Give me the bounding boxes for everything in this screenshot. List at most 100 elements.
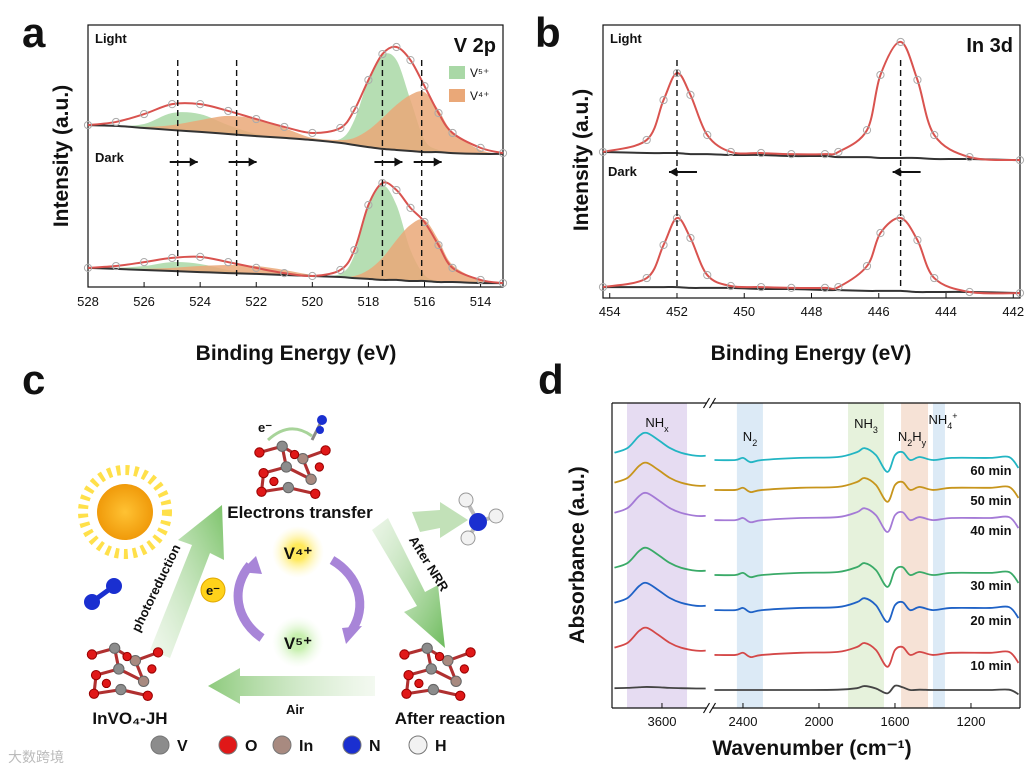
data-point xyxy=(420,81,429,91)
band-label-part: NH xyxy=(928,412,947,427)
fit-line xyxy=(602,216,1021,295)
data-point xyxy=(168,253,177,263)
series-label: 40 min xyxy=(970,523,1011,538)
panel-letter: c xyxy=(22,356,45,403)
data-point xyxy=(364,75,373,85)
data-point xyxy=(862,261,872,271)
x-tick-label: 528 xyxy=(77,294,99,309)
band xyxy=(627,403,688,708)
x-axis-label: Binding Energy (eV) xyxy=(711,342,912,365)
data-point xyxy=(434,108,443,118)
data-point xyxy=(726,147,735,157)
x-tick-label: 2400 xyxy=(729,714,758,729)
node-label: Electrons transfer xyxy=(227,503,373,522)
series-line xyxy=(614,491,706,517)
data-point xyxy=(659,240,668,250)
panel-letter: d xyxy=(538,356,564,403)
x-tick-label: 454 xyxy=(599,304,621,319)
data-point xyxy=(672,68,682,78)
axis-break xyxy=(702,702,711,714)
node-label: InVO₄-JH xyxy=(92,709,167,728)
data-point xyxy=(350,245,359,255)
data-point xyxy=(448,128,457,138)
series-line xyxy=(714,562,1020,588)
data-point xyxy=(686,233,695,243)
component-area xyxy=(88,91,503,154)
data-point xyxy=(965,153,974,162)
edge-arrow xyxy=(150,505,224,658)
shift-arrowhead xyxy=(892,167,901,177)
legend-swatch xyxy=(408,735,428,755)
x-tick-label: 452 xyxy=(666,304,688,319)
legend-swatch xyxy=(449,66,465,79)
series-line xyxy=(714,684,1019,696)
data-point xyxy=(834,147,843,157)
data-point xyxy=(642,135,651,145)
edge-label: Air xyxy=(286,702,304,717)
node-label: After reaction xyxy=(395,709,506,728)
diagram: c e⁻ Electrons transfer photoreduction A… xyxy=(22,356,505,755)
data-point xyxy=(834,282,843,292)
legend-swatch xyxy=(218,735,238,755)
series-line xyxy=(614,431,706,457)
band-label-part: x xyxy=(664,424,669,434)
series-label: 50 min xyxy=(970,493,1011,508)
shift-arrowhead xyxy=(248,157,257,167)
data-point xyxy=(280,122,289,132)
band-label-part: NH xyxy=(854,416,873,431)
axis-break xyxy=(708,702,717,714)
band xyxy=(901,403,929,708)
x-tick-label: 450 xyxy=(733,304,755,319)
shift-arrowhead xyxy=(668,167,677,177)
data-point xyxy=(913,236,922,245)
data-point xyxy=(280,269,289,278)
data-point xyxy=(252,263,261,272)
spectrum-label: Dark xyxy=(95,150,125,165)
shift-arrowhead xyxy=(394,157,403,167)
data-point xyxy=(476,275,485,285)
component-area xyxy=(88,219,503,284)
data-point xyxy=(498,149,508,158)
legend-label: O xyxy=(245,738,257,755)
x-tick-label: 1200 xyxy=(957,714,986,729)
data-point xyxy=(686,90,695,99)
series-line xyxy=(614,626,706,652)
background-line xyxy=(602,150,1021,162)
cycle-state: V⁵⁺ xyxy=(284,634,312,653)
x-tick-label: 446 xyxy=(868,304,890,319)
shift-arrowhead xyxy=(433,157,442,167)
electron xyxy=(200,577,226,603)
data-point xyxy=(965,287,974,297)
data-point xyxy=(224,258,233,267)
atom xyxy=(317,415,327,425)
data-point xyxy=(913,75,922,84)
spectrum-label: Light xyxy=(95,31,127,46)
chart-title: In 3d xyxy=(966,35,1013,57)
data-point xyxy=(111,261,121,271)
legend-label: V⁴⁺ xyxy=(470,89,490,103)
series-line xyxy=(714,642,1020,668)
band-label-part: 4 xyxy=(947,421,952,431)
data-point xyxy=(476,143,485,152)
x-tick-label: 516 xyxy=(414,294,436,309)
x-tick-label: 1600 xyxy=(881,714,910,729)
data-point xyxy=(930,273,939,283)
transfer-arrow xyxy=(266,427,313,442)
x-tick-label: 514 xyxy=(470,294,492,309)
series-line xyxy=(614,461,706,487)
legend-swatch xyxy=(150,735,170,755)
band-label-part: + xyxy=(952,411,957,421)
data-point xyxy=(83,120,93,130)
data-point xyxy=(876,70,885,80)
series-line xyxy=(614,581,706,607)
legend-label: N xyxy=(369,738,381,755)
legend-swatch xyxy=(449,89,465,102)
background-line xyxy=(87,266,504,285)
atom-legend: V O In N H xyxy=(150,735,447,755)
sun xyxy=(78,465,172,559)
watermark: 大数跨境 xyxy=(8,749,64,765)
y-axis-label: Intensity (a.u.) xyxy=(50,85,73,227)
band xyxy=(932,403,945,708)
